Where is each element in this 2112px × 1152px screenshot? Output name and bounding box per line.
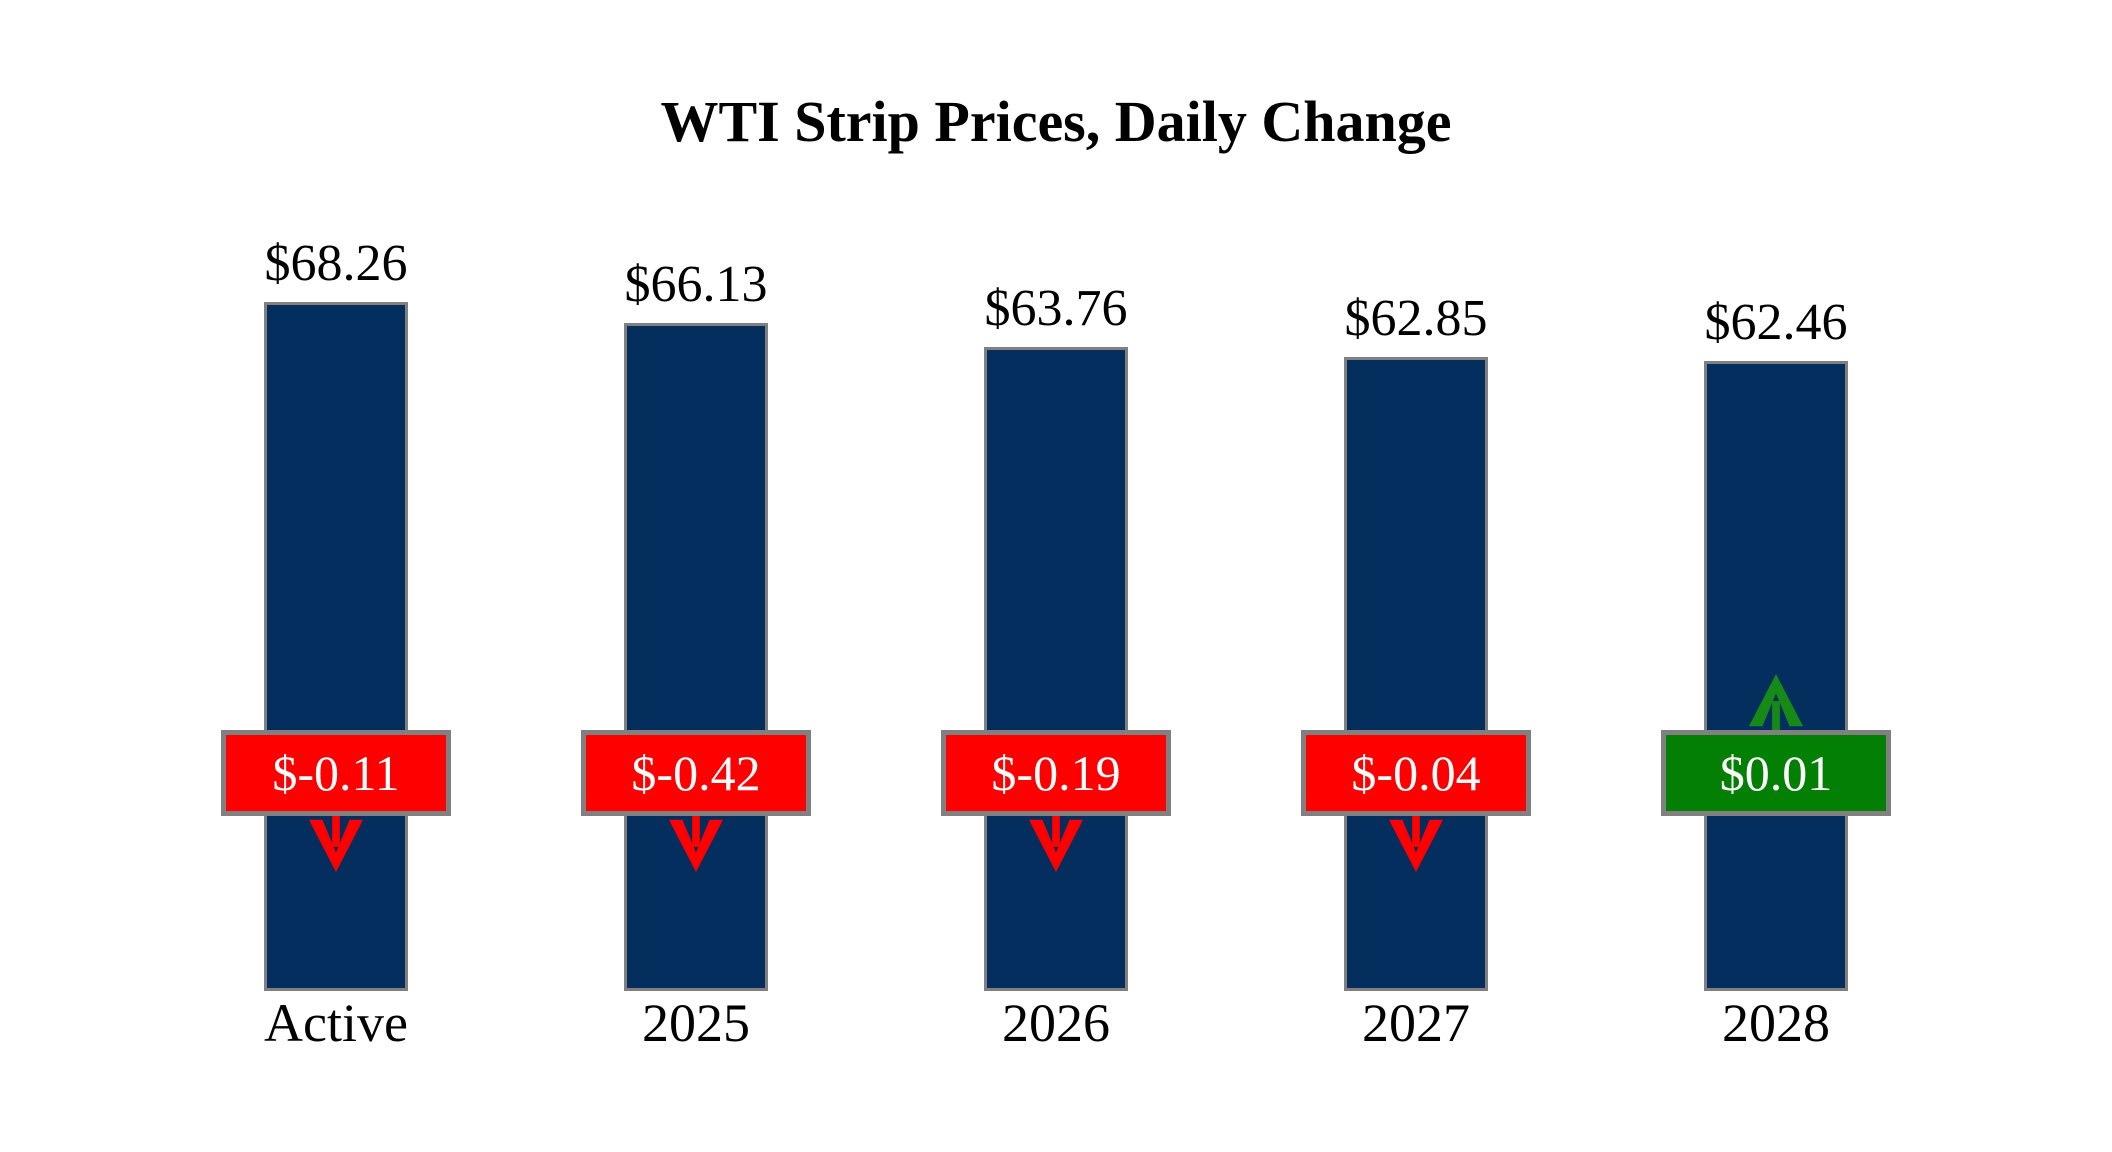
category-label: 2028 xyxy=(1722,993,1830,1053)
price-bar xyxy=(624,323,768,991)
strip-price-label: $66.13 xyxy=(624,256,768,313)
change-arrow-icon xyxy=(1748,674,1804,732)
category-label: 2027 xyxy=(1362,993,1470,1053)
change-badge: $-0.04 xyxy=(1301,730,1531,816)
strip-price-label: $63.76 xyxy=(984,280,1128,337)
category-label: 2025 xyxy=(642,993,750,1053)
bar-group: $66.13 $-0.42 2025 xyxy=(516,0,876,1152)
change-label: $-0.04 xyxy=(1351,745,1481,801)
change-label: $-0.11 xyxy=(272,745,400,801)
change-badge: $0.01 xyxy=(1661,730,1891,816)
bar-group: $62.46 $0.01 2028 xyxy=(1596,0,1956,1152)
change-label: $-0.19 xyxy=(991,745,1121,801)
price-bar xyxy=(1344,357,1488,991)
change-arrow-icon xyxy=(668,814,724,872)
change-label: $-0.42 xyxy=(631,745,761,801)
strip-price-label: $62.85 xyxy=(1344,290,1488,347)
category-label: 2026 xyxy=(1002,993,1110,1053)
change-badge: $-0.42 xyxy=(581,730,811,816)
change-badge: $-0.11 xyxy=(221,730,451,816)
price-bar xyxy=(984,347,1128,991)
strip-price-label: $68.26 xyxy=(264,235,408,292)
bar-group: $63.76 $-0.19 2026 xyxy=(876,0,1236,1152)
change-badge: $-0.19 xyxy=(941,730,1171,816)
bar-group: $68.26 $-0.11 Active xyxy=(156,0,516,1152)
category-label: Active xyxy=(264,993,408,1053)
price-bar xyxy=(264,302,408,991)
chart-title: WTI Strip Prices, Daily Change xyxy=(660,89,1452,154)
change-label: $0.01 xyxy=(1719,745,1833,801)
change-arrow-icon xyxy=(308,814,364,872)
bar-group: $62.85 $-0.04 2027 xyxy=(1236,0,1596,1152)
change-arrow-icon xyxy=(1388,814,1444,872)
change-arrow-icon xyxy=(1028,814,1084,872)
strip-price-label: $62.46 xyxy=(1704,294,1848,351)
